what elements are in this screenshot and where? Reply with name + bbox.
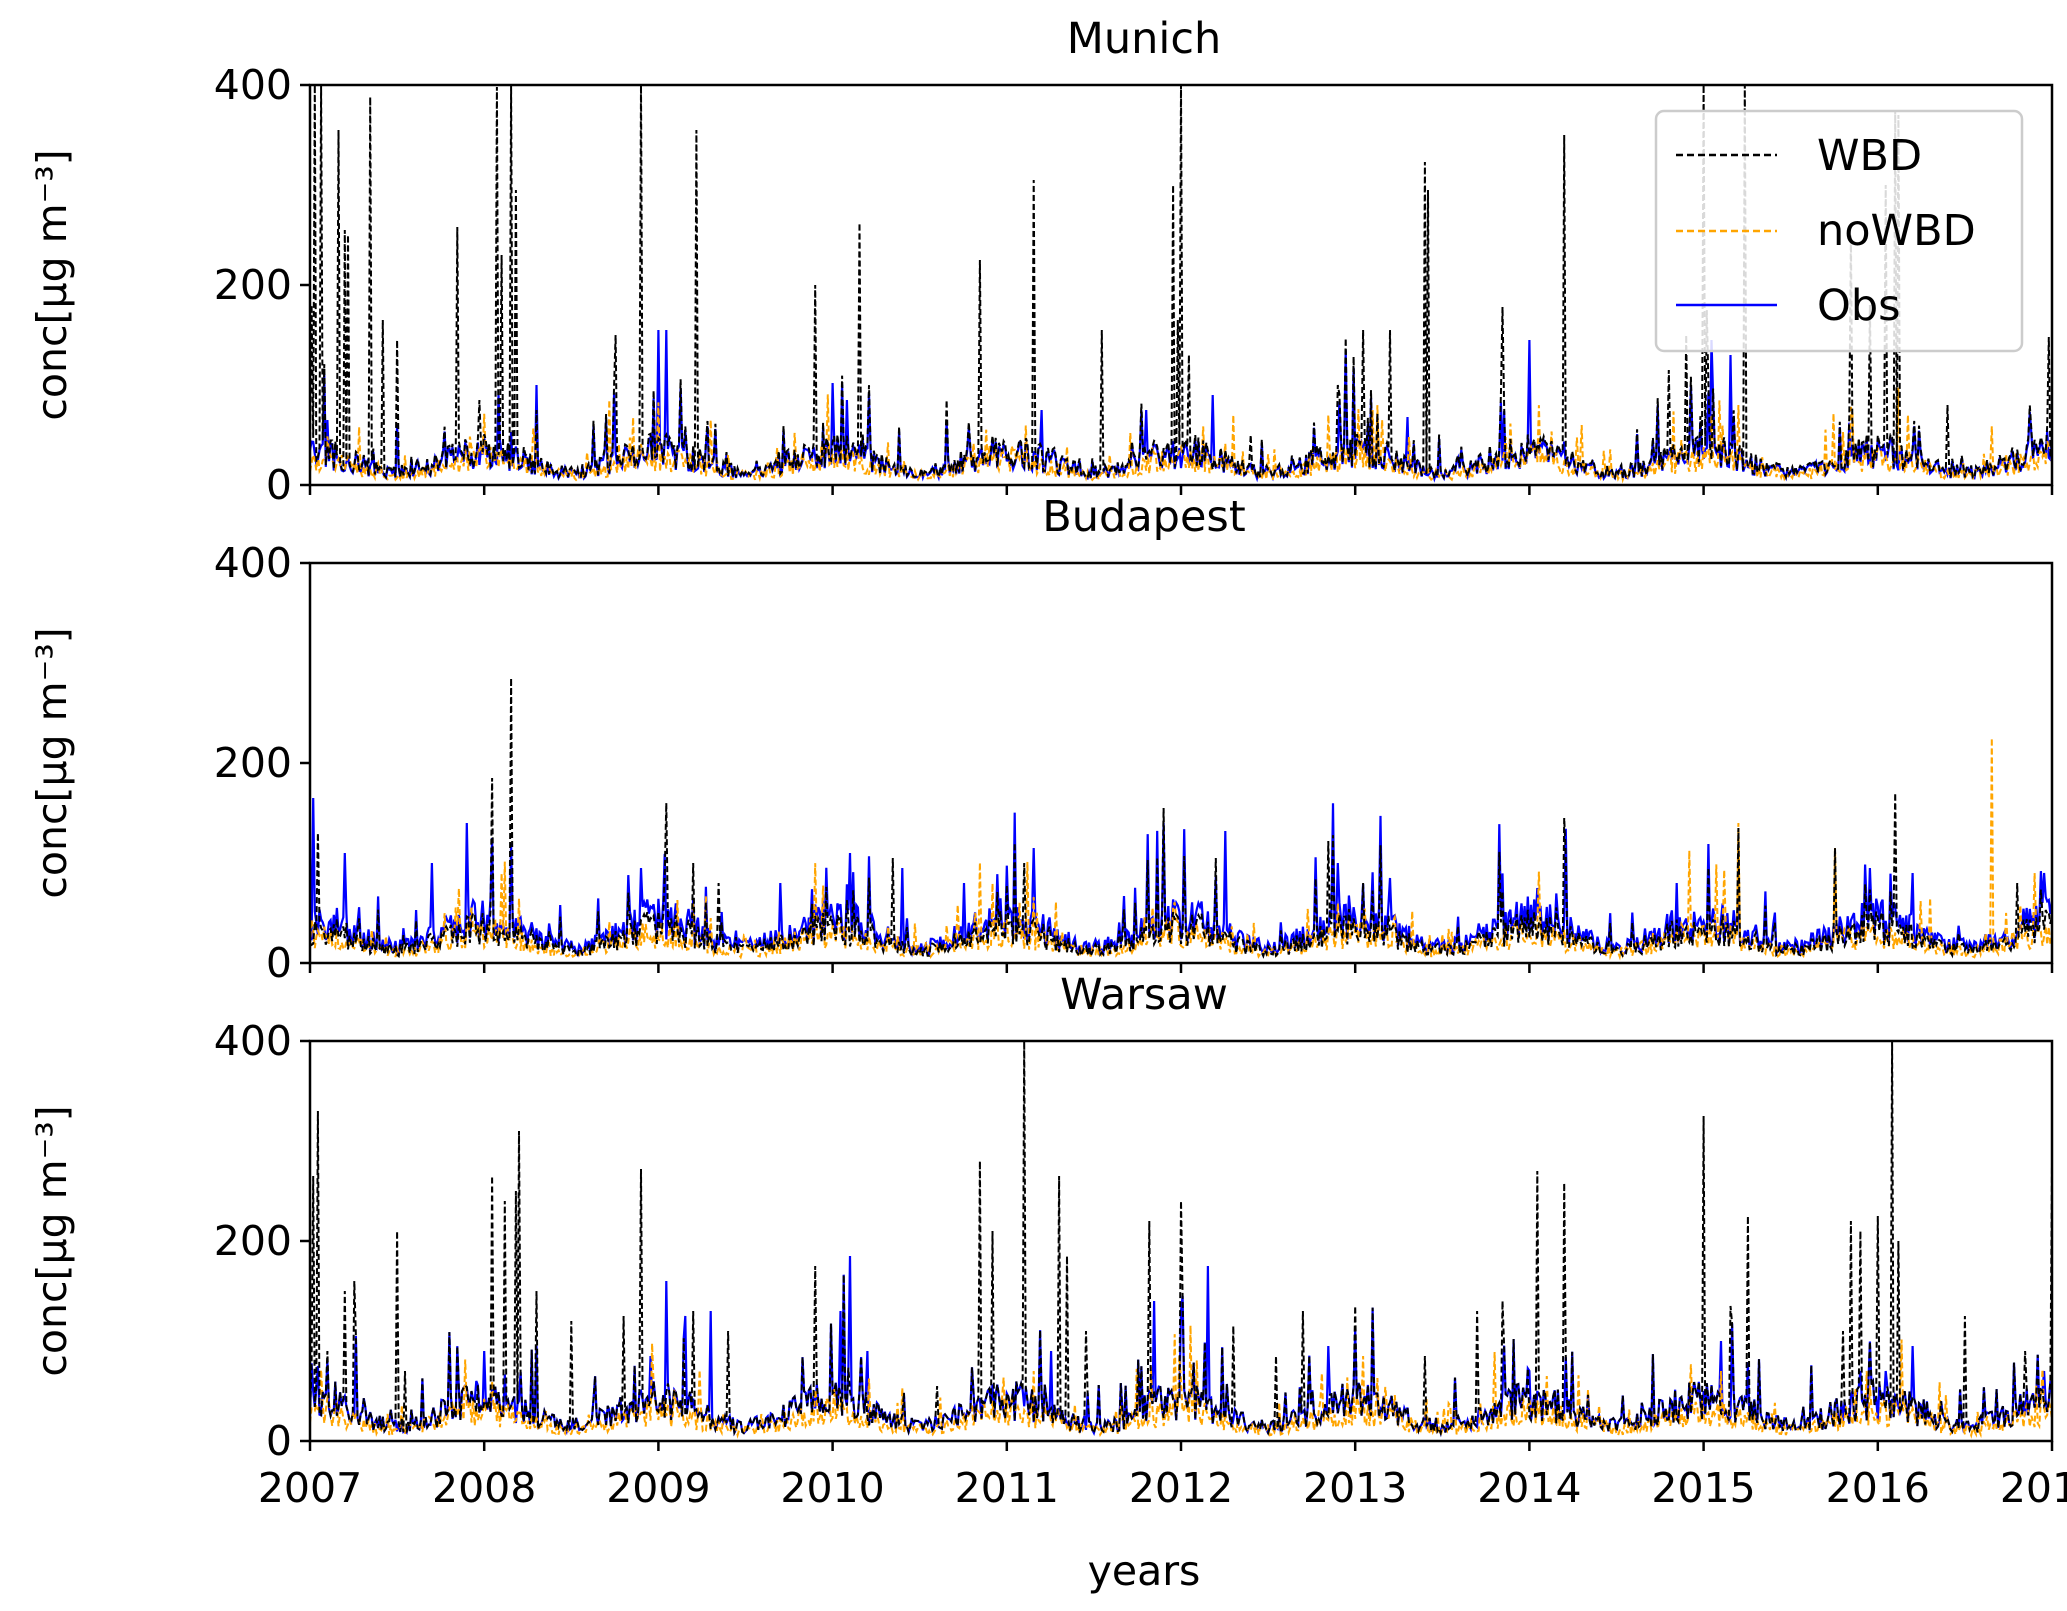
axes-frame bbox=[308, 561, 2054, 965]
x-tick-label: 2017 bbox=[2000, 1464, 2067, 1512]
x-axis-label: years bbox=[1088, 1547, 1201, 1595]
panel-munich: Munich 0 200 400 conc[µg m⁻³] WBD noWBD Obs bbox=[28, 14, 2054, 509]
plot-area: 0 200 400 conc[µg m⁻³] bbox=[28, 539, 2054, 987]
x-tick-label: 2013 bbox=[1303, 1464, 1407, 1512]
y-axis-label: conc[µg m⁻³] bbox=[28, 627, 76, 898]
x-tick-label: 2015 bbox=[1651, 1464, 1755, 1512]
plot-area: 0 200 400 conc[µg m⁻³] bbox=[28, 61, 2054, 509]
legend-frame bbox=[1654, 109, 2024, 353]
y-axis-label: conc[µg m⁻³] bbox=[28, 1105, 76, 1376]
series-line-nowbd bbox=[310, 1325, 2052, 1439]
panel-title: Budapest bbox=[1042, 492, 1245, 542]
legend: WBD noWBD Obs bbox=[1654, 109, 2024, 353]
x-tick-label: 2010 bbox=[780, 1464, 884, 1512]
series-line-obs bbox=[310, 797, 2052, 958]
series-line-wbd bbox=[310, 677, 2052, 960]
y-tick-label: 0 bbox=[266, 461, 292, 509]
y-axis-label: conc[µg m⁻³] bbox=[28, 149, 76, 420]
x-tick-label: 2014 bbox=[1477, 1464, 1581, 1512]
legend-label-nowbd: noWBD bbox=[1817, 206, 1976, 256]
x-tick-label: 2009 bbox=[606, 1464, 710, 1512]
x-tick-label: 2008 bbox=[432, 1464, 536, 1512]
x-tick-label: 2011 bbox=[955, 1464, 1059, 1512]
x-tick-label: 2012 bbox=[1129, 1464, 1233, 1512]
y-tick-label: 200 bbox=[214, 1217, 292, 1265]
x-tick-label: 2016 bbox=[1826, 1464, 1930, 1512]
y-tick-label: 200 bbox=[214, 739, 292, 787]
y-tick-label: 200 bbox=[214, 261, 292, 309]
panel-warsaw: Warsaw 0 200 400 2007 2008 2009 2010 2011 2012 20… bbox=[28, 970, 2067, 1512]
legend-label-wbd: WBD bbox=[1817, 131, 1922, 181]
series-line-nowbd bbox=[310, 387, 2052, 484]
plot-area: 0 200 400 2007 2008 2009 2010 2011 2012 2013 2014 2… bbox=[28, 1017, 2067, 1512]
series-line-obs bbox=[310, 329, 2052, 483]
y-tick-label: 400 bbox=[214, 61, 292, 109]
panel-budapest: Budapest 0 200 400 conc[µg m⁻³] bbox=[28, 492, 2054, 987]
y-tick-label: 400 bbox=[214, 539, 292, 587]
x-tick-label: 2007 bbox=[258, 1464, 362, 1512]
y-tick-label: 0 bbox=[266, 1417, 292, 1465]
y-tick-label: 0 bbox=[266, 939, 292, 987]
panel-title: Warsaw bbox=[1060, 970, 1228, 1020]
series-line-wbd bbox=[310, 1040, 2052, 1437]
y-tick-label: 400 bbox=[214, 1017, 292, 1065]
legend-label-obs: Obs bbox=[1817, 281, 1901, 331]
panel-title: Munich bbox=[1067, 14, 1221, 64]
